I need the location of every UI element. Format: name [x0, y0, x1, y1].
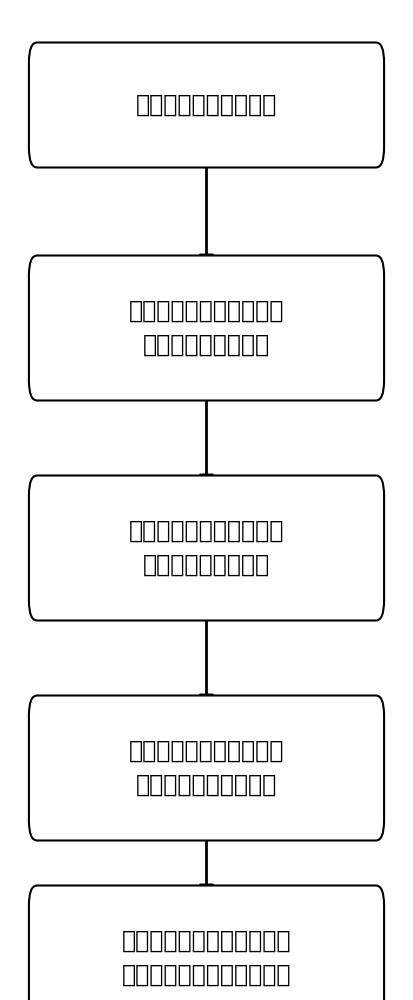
Text: 记录换算多次出枪后的油
罐实际油量和液位高度: 记录换算多次出枪后的油 罐实际油量和液位高度	[129, 739, 284, 797]
FancyBboxPatch shape	[29, 42, 384, 167]
Text: 待标定油罐数据初始化: 待标定油罐数据初始化	[136, 93, 277, 117]
Text: 根据实际油量和液位高度通
过内插值法生成油罐容积表: 根据实际油量和液位高度通 过内插值法生成油罐容积表	[122, 929, 291, 987]
FancyBboxPatch shape	[29, 476, 384, 620]
FancyBboxPatch shape	[29, 255, 384, 400]
FancyBboxPatch shape	[29, 696, 384, 840]
FancyBboxPatch shape	[29, 886, 384, 1000]
Text: 根据出枪数据和温度的变
化换算油罐实际油量: 根据出枪数据和温度的变 化换算油罐实际油量	[129, 519, 284, 577]
Text: 加油机出枪后，记录存储
油罐数据和出枪数据: 加油机出枪后，记录存储 油罐数据和出枪数据	[129, 299, 284, 357]
